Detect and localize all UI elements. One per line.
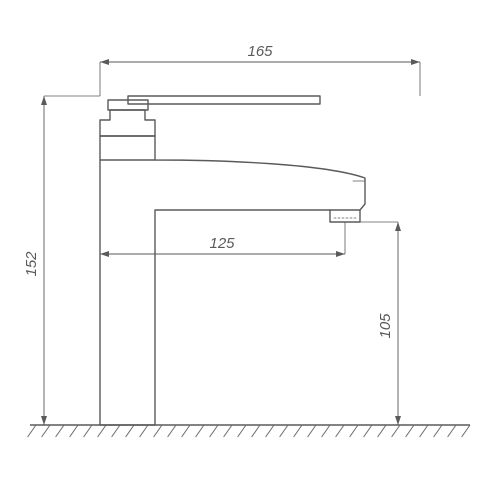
ground-line: [28, 425, 470, 437]
dim-label-width_165: 165: [247, 43, 273, 60]
technical-drawing: 165 125 152 105: [0, 0, 500, 500]
dimensions: 165 125 152 105: [23, 43, 420, 425]
dim-label-reach_125: 125: [209, 235, 235, 252]
dim-label-height_152: 152: [23, 251, 40, 277]
faucet-outline: [100, 96, 365, 425]
dim-label-outlet_105: 105: [377, 313, 394, 339]
